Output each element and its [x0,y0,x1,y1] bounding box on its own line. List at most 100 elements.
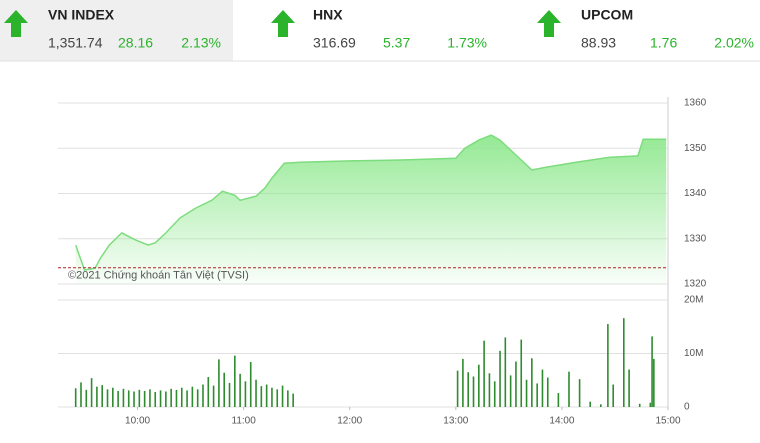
volume-bar [589,401,592,407]
y-tick-label: 1360 [684,98,707,109]
tab[interactable]: HNX 316.69 5.37 1.73% [271,7,487,51]
x-tick-label: 12:00 [337,416,362,427]
volume-bar [478,364,480,407]
volume-bar [462,358,464,407]
index-percent: 2.13% [181,35,221,51]
volume-bar [138,389,141,407]
volume-bar [80,382,82,407]
volume-bar [228,382,231,407]
volume-bar [122,388,125,407]
volume-bar [600,404,602,407]
volume-bar [520,339,523,407]
active-tab[interactable] [0,0,233,61]
volume-bar [456,370,459,407]
volume-bar [186,390,188,407]
price-line [74,134,667,271]
volume-bar [504,337,507,407]
volume-bar [218,359,220,407]
volume-bar [127,390,130,407]
up-arrow [271,10,295,37]
volume-bar [74,388,77,407]
volume-bar [112,387,114,407]
volume-bar [292,393,294,407]
volume-bar [170,388,172,407]
y-tick-label: 10M [684,348,703,359]
index-name: UPCOM [581,7,633,23]
volume-bar [515,361,517,407]
volume-bar [281,385,284,407]
volume-bar [165,391,167,407]
volume-bar [159,390,162,407]
index-change: 28.16 [118,35,153,51]
x-tick-label: 13:00 [443,416,468,427]
up-arrow [537,10,561,37]
volume-bar [191,386,194,407]
copyright: ©2021 Chứng khoán Tân Việt (TVSI) [68,270,249,282]
volume-bar [622,318,625,407]
volume-bar [472,376,475,407]
tab[interactable]: VN INDEX 1,351.74 28.16 2.13% [4,7,221,51]
index-value: 316.69 [313,35,356,51]
volume-bar [239,373,241,407]
volume-bar [531,358,533,407]
tab[interactable]: UPCOM 88.93 1.76 2.02% [537,7,754,51]
index-name: VN INDEX [48,7,115,23]
volume-bar [255,379,257,407]
volume-bar [493,381,496,407]
volume-bar [212,385,215,407]
volume-bar [175,389,178,407]
volume-bar [612,384,614,407]
volume-bar [207,377,210,407]
volume-bar [265,384,268,407]
volume-bar [546,377,549,407]
volume-bar [149,389,151,407]
x-tick-label: 14:00 [549,416,574,427]
volume-bar [101,385,104,407]
volume-bar [568,371,570,407]
y-tick-label: 20M [684,295,703,306]
index-value: 88.93 [581,35,616,51]
volume-bar [260,386,263,407]
volume-bar [578,379,581,407]
volume-bar [525,379,528,407]
volume-bar [467,372,470,407]
index-value: 1,351.74 [48,35,103,51]
area [75,135,667,284]
y-tick-label: 1340 [684,188,707,199]
volume-bar [90,378,93,407]
volume-bar [541,369,544,407]
volume-bar [117,390,119,407]
volume-bar [536,383,538,407]
y-tick-label: 1350 [684,143,707,154]
volume-bar [249,362,252,407]
volume-bar [85,389,88,407]
x-tick-label: 15:00 [655,416,680,427]
volume-bar [143,390,146,407]
y-tick-label: 1320 [684,279,707,290]
volume-bar [509,375,512,407]
x-tick-label: 11:00 [232,416,257,427]
volume-bar [499,350,501,407]
index-change: 5.37 [383,35,410,51]
index-percent: 1.73% [447,35,487,51]
volume-bar [271,387,273,407]
volume-bar [154,392,157,407]
volume-bar [96,386,98,407]
index-name: HNX [313,7,343,23]
up-arrow [4,10,28,37]
volume-bar [234,355,236,407]
volume-bar [607,324,609,407]
volume-bar [133,391,135,407]
volume-bar [223,372,226,407]
index-change: 1.76 [650,35,677,51]
volume-bar [287,390,289,407]
index-percent: 2.02% [714,35,754,51]
volume-bar [180,387,183,407]
volume-bar [638,403,641,407]
y-tick-label: 1330 [684,233,707,244]
y-tick-label: 0 [684,402,690,413]
volume-bar [488,373,491,407]
volume-bar [106,389,109,407]
